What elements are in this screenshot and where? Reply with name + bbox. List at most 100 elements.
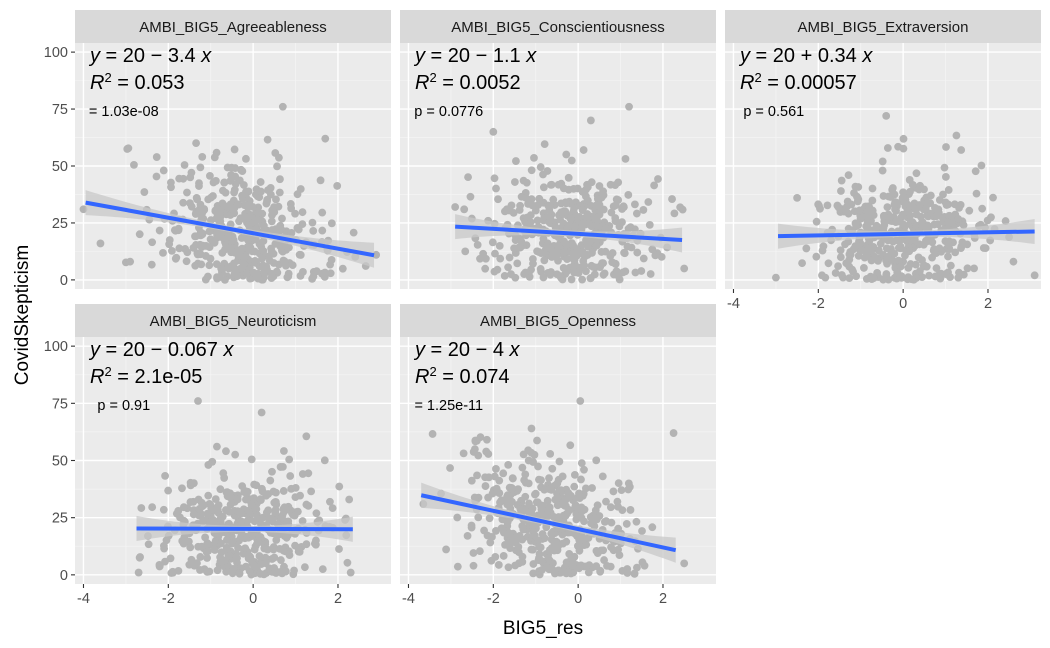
data-point xyxy=(954,214,963,223)
data-point xyxy=(597,248,606,256)
data-point xyxy=(196,228,205,237)
y-tick-label: 100 xyxy=(44,339,68,355)
data-point xyxy=(588,484,596,492)
data-point xyxy=(216,514,225,522)
data-point xyxy=(453,562,462,571)
data-point xyxy=(211,538,220,547)
data-point xyxy=(564,173,573,182)
data-point xyxy=(318,208,327,217)
points-group xyxy=(771,111,1039,284)
data-point xyxy=(589,263,598,271)
data-point xyxy=(253,216,262,224)
data-point xyxy=(308,218,317,227)
data-point xyxy=(508,484,517,493)
data-point xyxy=(527,424,536,433)
data-point xyxy=(648,523,657,532)
data-point xyxy=(571,222,580,231)
data-point xyxy=(203,554,211,562)
equation-rhs: = 20 − 0.067 xyxy=(100,339,223,361)
data-point xyxy=(372,250,381,259)
data-point xyxy=(335,545,343,553)
data-point xyxy=(869,242,878,251)
data-point xyxy=(227,163,236,172)
data-point xyxy=(164,486,173,495)
regression-line xyxy=(455,224,683,243)
data-point xyxy=(638,527,646,535)
data-point xyxy=(247,556,256,565)
data-point xyxy=(290,511,299,520)
data-point xyxy=(280,257,289,266)
data-point xyxy=(165,236,174,244)
data-point xyxy=(256,178,265,186)
data-point xyxy=(237,214,246,223)
data-point xyxy=(874,246,883,255)
data-point xyxy=(816,204,824,213)
data-point xyxy=(557,486,565,495)
regression-equation: y = 20 − 0.067 x xyxy=(88,339,234,361)
data-point xyxy=(587,222,596,231)
data-point xyxy=(606,503,615,512)
data-point xyxy=(551,495,560,504)
data-point xyxy=(957,146,966,154)
data-point xyxy=(155,561,164,570)
data-point xyxy=(270,564,279,572)
data-point xyxy=(517,237,526,246)
data-point xyxy=(837,176,846,185)
data-point xyxy=(538,530,547,538)
x-tick-label: 0 xyxy=(899,296,907,312)
data-point xyxy=(503,518,512,527)
data-point xyxy=(624,224,633,233)
data-point xyxy=(955,268,963,277)
data-point xyxy=(530,531,539,540)
data-point xyxy=(1009,257,1018,266)
data-point xyxy=(484,473,493,482)
x-tick-label: -4 xyxy=(77,591,90,607)
data-point xyxy=(175,174,184,183)
data-point xyxy=(904,206,912,215)
data-point xyxy=(260,268,268,277)
data-point xyxy=(144,540,153,549)
data-point xyxy=(285,455,294,464)
data-point xyxy=(919,240,928,249)
data-point xyxy=(669,429,678,437)
data-point xyxy=(199,501,208,510)
data-point xyxy=(928,238,937,247)
data-point xyxy=(470,493,479,502)
data-point xyxy=(540,485,549,494)
data-point xyxy=(527,545,536,554)
data-point xyxy=(504,263,512,272)
data-point xyxy=(853,193,862,202)
data-point xyxy=(235,248,244,257)
data-point xyxy=(225,507,234,516)
data-point xyxy=(273,162,281,171)
data-point xyxy=(940,163,949,172)
data-point xyxy=(844,171,853,180)
data-point xyxy=(265,252,273,261)
data-point xyxy=(246,243,255,252)
data-point xyxy=(918,218,927,227)
data-point xyxy=(621,154,630,163)
data-point xyxy=(896,242,905,251)
data-point xyxy=(309,226,318,235)
data-point xyxy=(607,518,616,527)
data-point xyxy=(511,273,520,282)
data-point xyxy=(167,178,175,187)
data-point xyxy=(926,191,935,200)
data-point xyxy=(266,476,275,485)
data-point xyxy=(179,503,188,512)
data-point xyxy=(941,237,950,246)
data-point xyxy=(183,248,192,257)
data-point xyxy=(130,160,138,169)
data-point xyxy=(563,267,571,276)
data-point xyxy=(582,267,590,276)
data-point xyxy=(482,447,491,456)
data-point xyxy=(934,205,943,214)
equation-rhs: = 20 − 1.1 xyxy=(425,45,526,67)
data-point xyxy=(593,195,602,203)
data-point xyxy=(898,197,907,206)
data-point xyxy=(513,259,522,268)
data-point xyxy=(258,487,267,496)
data-point xyxy=(159,505,168,514)
data-point xyxy=(271,498,280,506)
data-point xyxy=(626,506,635,514)
